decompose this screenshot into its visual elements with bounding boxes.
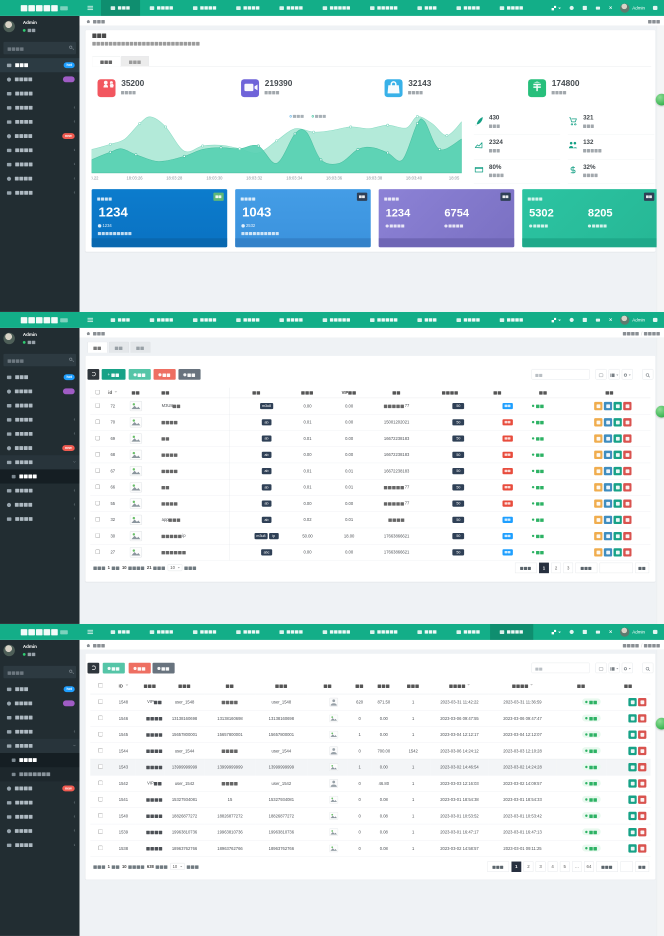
svg-text:8.22: 8.22 (92, 175, 99, 180)
svg-text:18:03:38: 18:03:38 (366, 175, 383, 180)
svg-text:18:05: 18:05 (449, 175, 460, 180)
svg-text:18:03:28: 18:03:28 (166, 175, 183, 180)
svg-text:18:03:36: 18:03:36 (326, 175, 343, 180)
svg-text:18:03:30: 18:03:30 (206, 175, 223, 180)
svg-text:18:03:40: 18:03:40 (406, 175, 423, 180)
svg-text:18:03:26: 18:03:26 (126, 175, 143, 180)
svg-text:18:03:32: 18:03:32 (246, 175, 263, 180)
svg-text:18:03:34: 18:03:34 (286, 175, 303, 180)
